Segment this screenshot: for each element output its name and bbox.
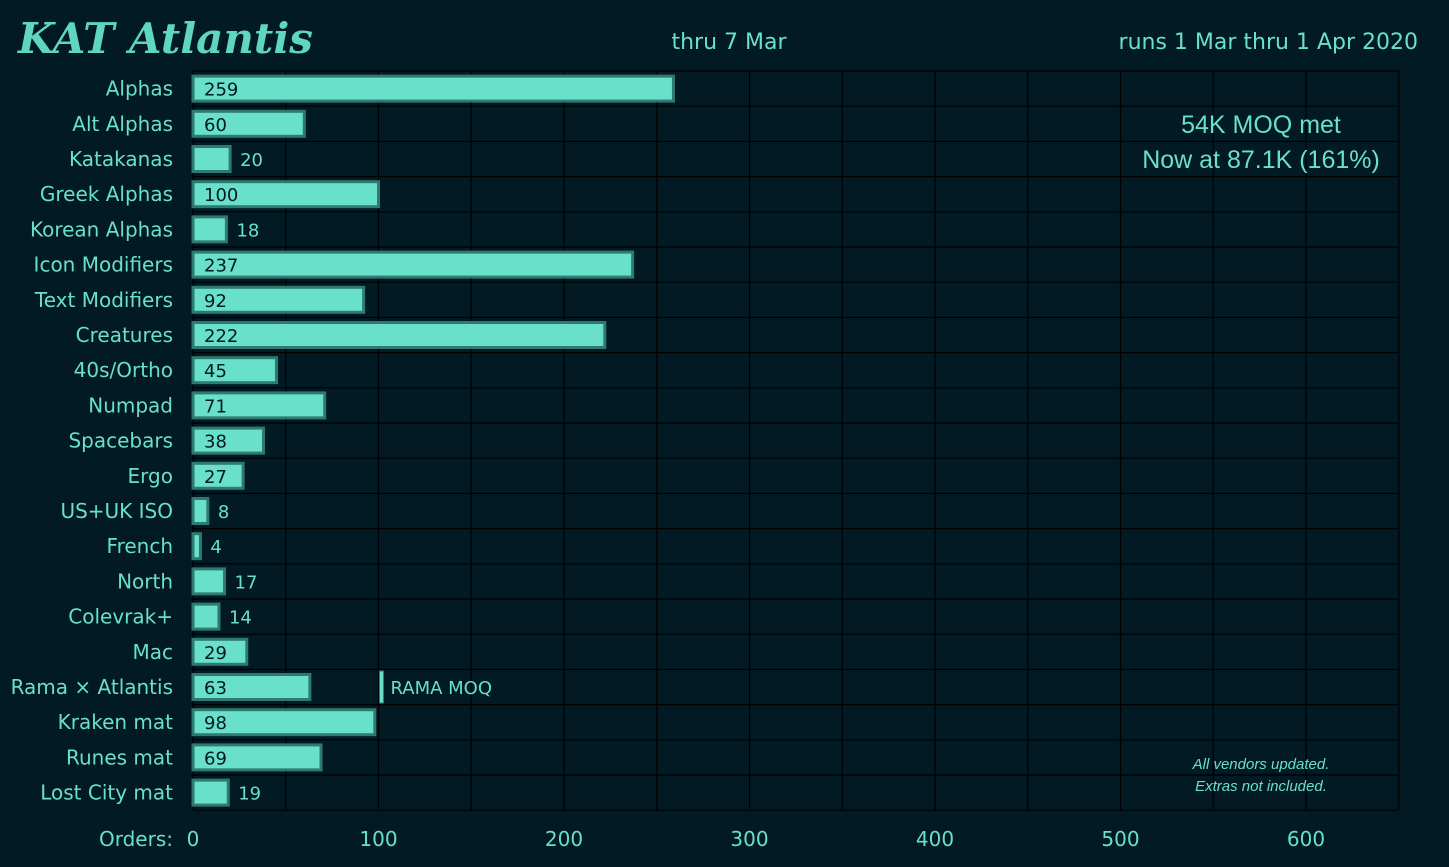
category-label: Spacebars <box>68 429 173 453</box>
bar <box>191 215 228 244</box>
value-label: 237 <box>204 256 238 277</box>
bar <box>191 250 635 279</box>
x-tick-label: 100 <box>359 827 397 851</box>
value-label: 17 <box>235 572 258 593</box>
value-label: 29 <box>204 643 227 664</box>
value-label: 19 <box>238 784 261 805</box>
bar <box>191 637 249 666</box>
x-tick-label: 0 <box>187 827 200 851</box>
bar <box>191 743 323 772</box>
bar <box>191 778 230 807</box>
category-label: Numpad <box>88 393 173 417</box>
value-label: 98 <box>204 713 227 734</box>
x-tick-label: 400 <box>916 827 954 851</box>
value-label: 69 <box>204 748 227 769</box>
value-label: 45 <box>204 361 227 382</box>
x-tick-label: 200 <box>545 827 583 851</box>
bar <box>191 497 210 525</box>
category-label: US+UK ISO <box>60 499 173 523</box>
x-tick-label: 300 <box>730 827 768 851</box>
x-axis: Orders: 0 100 200 300 400 500 600 <box>99 827 1325 851</box>
moq-marker <box>379 670 384 704</box>
now-at-note: Now at 87.1K (161%) <box>1142 146 1380 174</box>
category-label: Kraken mat <box>58 710 174 734</box>
category-label: Alt Alphas <box>72 112 173 136</box>
category-label: Colevrak+ <box>68 605 173 629</box>
value-label: 63 <box>204 678 227 699</box>
value-label: 71 <box>204 396 227 417</box>
value-label: 92 <box>204 291 227 312</box>
x-axis-label: Orders: <box>99 827 173 851</box>
category-label: Ergo <box>128 464 173 488</box>
category-label: Mac <box>132 640 173 664</box>
value-label: 27 <box>204 467 227 488</box>
value-label: 259 <box>204 80 238 101</box>
category-label: Greek Alphas <box>40 182 173 206</box>
value-label: 60 <box>204 115 227 136</box>
category-label: Text Modifiers <box>34 288 173 312</box>
chart-title: KAT Atlantis <box>17 14 313 63</box>
x-tick-label: 500 <box>1101 827 1139 851</box>
bars <box>191 74 675 807</box>
category-label: Korean Alphas <box>30 217 173 241</box>
category-label: Lost City mat <box>40 781 173 805</box>
value-label: 18 <box>236 220 259 241</box>
category-label: Creatures <box>76 323 173 347</box>
grid <box>192 70 1400 811</box>
run-label: runs 1 Mar thru 1 Apr 2020 <box>1119 30 1418 55</box>
category-label: Rama × Atlantis <box>11 675 173 699</box>
value-label: 100 <box>204 185 238 206</box>
category-label: North <box>117 569 173 593</box>
bar <box>191 602 221 631</box>
category-label: Icon Modifiers <box>34 253 173 277</box>
vendors-note: All vendors updated. <box>1192 756 1330 773</box>
extras-note: Extras not included. <box>1195 778 1327 795</box>
category-label: Katakanas <box>69 147 173 171</box>
bar <box>191 109 306 138</box>
bar <box>191 180 380 209</box>
value-label: 14 <box>229 608 252 629</box>
value-label: 222 <box>204 326 238 347</box>
bar <box>191 461 245 490</box>
bar <box>191 426 265 455</box>
value-label: 20 <box>240 150 263 171</box>
moq-marker-label: RAMA MOQ <box>391 678 493 699</box>
bar <box>191 74 675 103</box>
bar <box>191 391 327 420</box>
moq-met-note: 54K MOQ met <box>1181 111 1341 139</box>
category-labels: Alphas Alt Alphas Katakanas Greek Alphas Kor… <box>11 77 174 805</box>
x-tick-label: 600 <box>1287 827 1325 851</box>
category-label: Runes mat <box>66 745 173 769</box>
bar <box>191 532 202 561</box>
value-label: 38 <box>204 432 227 453</box>
category-label: Alphas <box>106 77 173 101</box>
value-label: 4 <box>210 537 221 558</box>
bar <box>191 285 366 314</box>
date-label: thru 7 Mar <box>671 30 787 55</box>
category-label: 40s/Ortho <box>74 358 173 382</box>
bar <box>191 321 607 349</box>
value-label: 8 <box>218 502 229 523</box>
bar <box>191 708 377 737</box>
bar <box>191 145 232 173</box>
category-label: French <box>107 534 173 558</box>
bar <box>191 567 227 596</box>
bar <box>191 673 312 701</box>
bar <box>191 356 278 385</box>
